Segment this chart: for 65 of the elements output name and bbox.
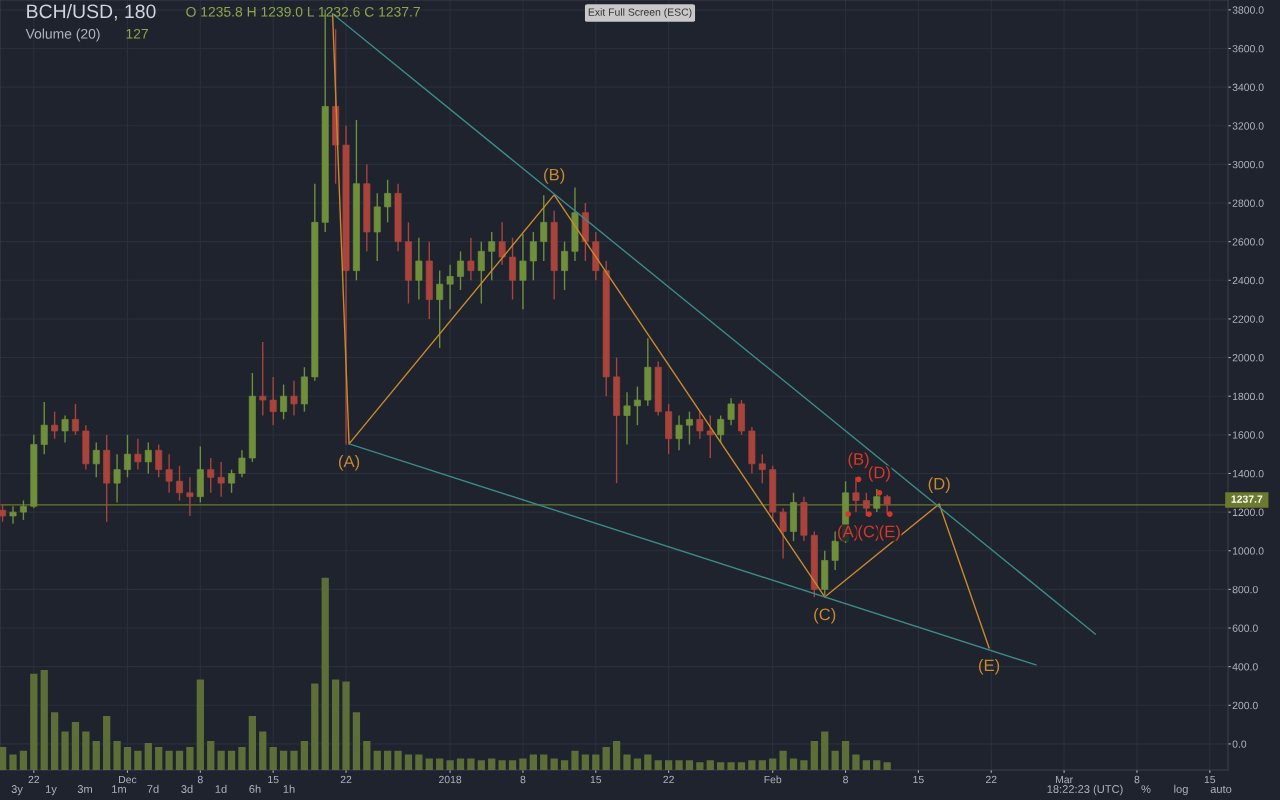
- x-tick-label: 22: [663, 775, 674, 784]
- text: log: [1174, 784, 1188, 796]
- x-tick-label: 8: [520, 775, 526, 784]
- x-tick-label: 22: [28, 775, 40, 784]
- data-label: (C): [858, 525, 880, 541]
- y-tick-label: 1600.0: [1232, 431, 1264, 439]
- y-tick-label: 3400.0: [1232, 83, 1264, 91]
- y-tick-label: 3600.0: [1232, 44, 1264, 53]
- x-tick-label: 22: [985, 775, 997, 784]
- y-tick-label: 400.0: [1232, 663, 1258, 671]
- x-tick-label: 22: [340, 775, 352, 784]
- y-tick-label: 800.0: [1232, 585, 1258, 594]
- data-label: (C): [814, 608, 836, 624]
- x-tick-label: Mar: [1055, 775, 1073, 784]
- y-tick-label: 3800.0: [1232, 6, 1264, 14]
- data-label: (A): [338, 455, 360, 471]
- y-tick-label: 0.0: [1232, 740, 1247, 748]
- text: 18:22:23 (UTC): [1047, 784, 1123, 796]
- y-tick-label: 200.0: [1232, 701, 1258, 710]
- text: 1h: [283, 784, 295, 793]
- text: 3y: [11, 785, 23, 796]
- ref-line-label: 1237.7: [1231, 495, 1263, 503]
- text: 3d: [181, 784, 193, 793]
- chart-title: BCH/USD, 180: [27, 3, 156, 21]
- y-tick-label: 2600.0: [1232, 238, 1264, 246]
- y-tick-label: 1200.0: [1232, 508, 1264, 516]
- data-label: (A): [838, 525, 859, 541]
- annotation: Exit Full Screen (ESC): [588, 8, 692, 18]
- y-tick-label: 3200.0: [1232, 122, 1264, 130]
- x-tick-label: 8: [1134, 775, 1140, 784]
- annotation: O 1235.8 H 1239.0 L 1232.6 C 1237.7: [186, 6, 420, 17]
- y-tick-label: 2200.0: [1232, 315, 1264, 323]
- y-tick-label: 2000.0: [1232, 354, 1264, 362]
- x-tick-label: 15: [590, 775, 602, 784]
- text: 1m: [112, 785, 126, 793]
- text: auto: [1210, 785, 1232, 793]
- x-tick-label: 2018: [439, 775, 462, 784]
- x-tick-label: 8: [197, 775, 203, 784]
- text: 3m: [77, 785, 92, 793]
- y-tick-label: 1000.0: [1232, 547, 1264, 555]
- data-label: (D): [928, 477, 950, 493]
- data-label: (D): [868, 466, 890, 482]
- x-tick-label: 15: [1204, 775, 1216, 784]
- x-tick-label: Dec: [119, 775, 137, 784]
- data-label: (E): [879, 525, 900, 541]
- y-tick-label: 3000.0: [1232, 160, 1264, 169]
- text: 7d: [147, 784, 159, 793]
- text: 6h: [249, 784, 261, 793]
- y-tick-label: 600.0: [1232, 624, 1258, 632]
- data-label: (B): [544, 168, 565, 184]
- data-label: (E): [979, 659, 1000, 675]
- chart-title: Volume (20): [25, 28, 100, 42]
- text: 1d: [215, 784, 227, 793]
- text: 1y: [45, 785, 57, 796]
- y-tick-label: 2800.0: [1232, 199, 1264, 207]
- x-tick-label: Feb: [764, 775, 782, 784]
- data-label: (B): [848, 452, 869, 469]
- annotation: 127: [126, 28, 148, 39]
- x-tick-label: 15: [268, 775, 279, 784]
- y-tick-label: 2400.0: [1232, 276, 1264, 285]
- y-tick-label: 1800.0: [1232, 392, 1264, 401]
- y-tick-label: 1400.0: [1232, 469, 1264, 478]
- text: %: [1141, 785, 1151, 793]
- x-tick-label: 15: [913, 775, 924, 784]
- x-tick-label: 8: [843, 775, 848, 784]
